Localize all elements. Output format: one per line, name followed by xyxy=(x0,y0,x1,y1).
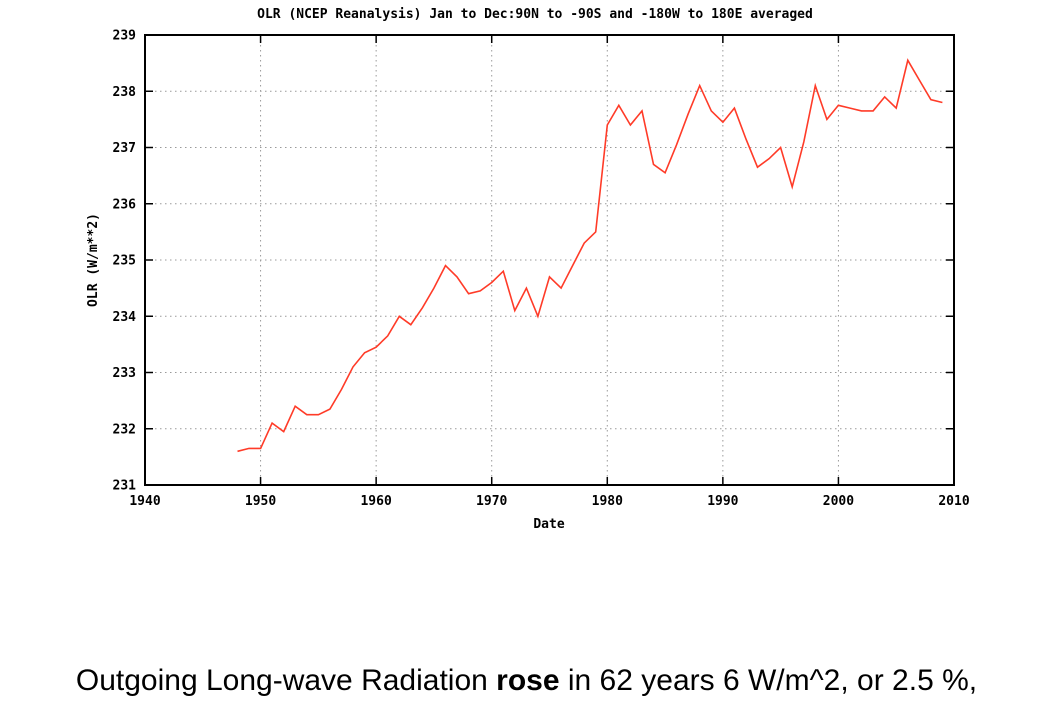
x-tick-label: 1950 xyxy=(245,494,276,509)
chart-title: OLR (NCEP Reanalysis) Jan to Dec:90N to … xyxy=(257,7,813,22)
y-tick-label: 233 xyxy=(113,366,136,381)
y-tick-label: 237 xyxy=(113,141,136,156)
x-tick-label: 1960 xyxy=(360,494,391,509)
gridlines xyxy=(145,35,954,485)
caption: Outgoing Long-wave Radiation rose in 62 … xyxy=(0,566,1053,712)
y-tick-label: 239 xyxy=(113,29,136,44)
y-tick-label: 235 xyxy=(113,254,136,269)
caption-line-1-tail: in 62 years 6 W/m^2, or 2.5 %, xyxy=(559,664,978,697)
x-axis-label: Date xyxy=(533,517,564,532)
x-tick-label: 2010 xyxy=(938,494,969,509)
y-tick-label: 231 xyxy=(113,479,137,494)
x-tick-label: 1980 xyxy=(592,494,623,509)
caption-line-1-text: Outgoing Long-wave Radiation xyxy=(75,664,497,697)
y-tick-label: 236 xyxy=(113,197,137,212)
caption-rose-bold: rose xyxy=(496,664,560,697)
y-tick-label: 238 xyxy=(113,85,137,100)
y-tick-label: 232 xyxy=(113,422,136,437)
olr-chart: OLR (NCEP Reanalysis) Jan to Dec:90N to … xyxy=(86,7,970,532)
x-tick-label: 1940 xyxy=(129,494,160,509)
x-tick-label: 1970 xyxy=(476,494,507,509)
x-tick-label: 1990 xyxy=(707,494,738,509)
caption-line-1: Outgoing Long-wave Radiation rose in 62 … xyxy=(0,658,1053,704)
y-axis-label: OLR (W/m**2) xyxy=(86,213,101,307)
x-tick-labels: 1940 1950 1960 1970 1980 1990 2000 2010 xyxy=(129,494,969,509)
x-tick-label: 2000 xyxy=(823,494,854,509)
y-tick-label: 234 xyxy=(113,310,137,325)
olr-data-line xyxy=(237,58,943,453)
y-tick-labels: 231 232 233 234 235 236 237 238 239 xyxy=(113,29,137,494)
plot-border xyxy=(144,34,955,486)
